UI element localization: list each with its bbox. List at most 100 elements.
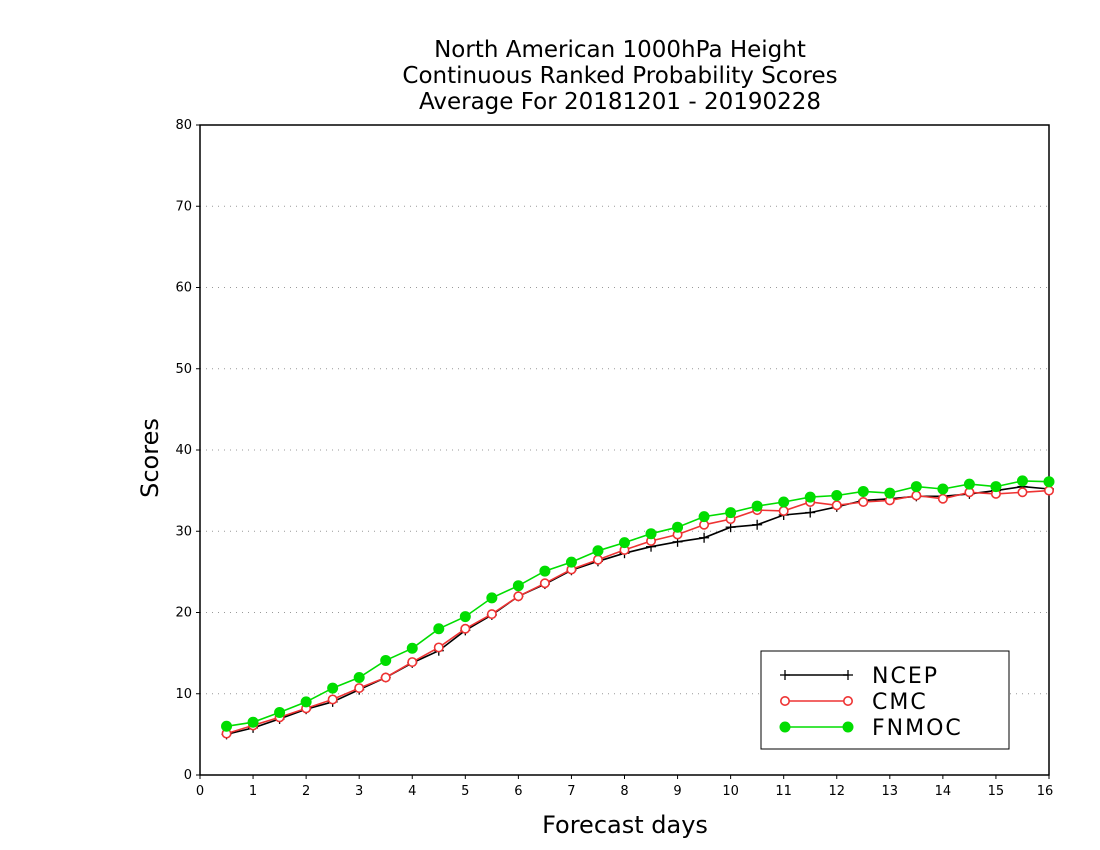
x-tick-label-6: 6 [514, 784, 522, 799]
point-fnmoc-31 [1043, 476, 1055, 488]
point-fnmoc-29 [990, 481, 1002, 493]
point-cmc-4 [327, 694, 338, 705]
legend-entry-fnmoc: FNMOC [779, 716, 963, 741]
x-tick-label-15: 15 [988, 784, 1005, 799]
legend-entry-ncep: NCEP [780, 664, 939, 689]
grid-layer [200, 205, 1049, 695]
point-cmc-12 [539, 578, 550, 589]
legend-label-cmc: CMC [872, 690, 928, 715]
point-fnmoc-17 [672, 521, 684, 533]
x-tick-label-1: 1 [249, 784, 257, 799]
point-fnmoc-13 [565, 556, 577, 568]
x-tick-label-16: 16 [1037, 784, 1054, 799]
chart-title-line-3: Average For 20181201 - 20190228 [418, 89, 822, 115]
point-fnmoc-2 [274, 706, 286, 718]
point-cmc-6 [380, 672, 391, 683]
point-fnmoc-5 [353, 672, 365, 683]
point-cmc-8 [433, 642, 444, 653]
x-axis-label: Forecast days [542, 811, 708, 839]
point-fnmoc-19 [725, 507, 737, 519]
point-fnmoc-27 [937, 483, 949, 495]
legend-marker-end-cmc [842, 695, 853, 706]
legend-label-ncep: NCEP [872, 664, 939, 689]
point-fnmoc-0 [221, 720, 233, 732]
y-axis-label: Scores [136, 418, 164, 498]
point-fnmoc-28 [963, 478, 975, 490]
x-tick-label-4: 4 [408, 784, 416, 799]
point-fnmoc-9 [459, 611, 471, 623]
point-fnmoc-14 [592, 545, 604, 557]
point-cmc-7 [407, 657, 418, 668]
point-fnmoc-10 [486, 592, 498, 604]
y-tick-label-30: 30 [175, 524, 192, 539]
legend-entry-cmc: CMC [779, 690, 928, 715]
point-cmc-10 [486, 609, 497, 620]
point-fnmoc-25 [884, 487, 896, 499]
point-cmc-31 [1044, 485, 1055, 496]
point-cmc-9 [460, 623, 471, 634]
chart-title-line-2: Continuous Ranked Probability Scores [402, 63, 838, 89]
point-fnmoc-22 [804, 491, 816, 503]
point-fnmoc-16 [645, 528, 657, 540]
point-cmc-5 [354, 683, 365, 694]
point-fnmoc-3 [300, 696, 312, 708]
y-tick-label-60: 60 [175, 281, 192, 296]
x-tick-label-12: 12 [828, 784, 845, 799]
x-tick-label-13: 13 [882, 784, 899, 799]
y-tick-label-70: 70 [175, 199, 192, 214]
point-fnmoc-23 [831, 490, 843, 501]
y-tick-label-50: 50 [175, 362, 192, 377]
point-fnmoc-30 [1016, 475, 1028, 487]
point-cmc-23 [831, 500, 842, 511]
point-ncep-22 [805, 507, 816, 518]
point-fnmoc-15 [619, 537, 630, 549]
x-tick-label-3: 3 [355, 784, 363, 799]
point-cmc-24 [858, 496, 869, 507]
point-fnmoc-6 [380, 654, 392, 666]
y-tick-label-10: 10 [175, 687, 192, 702]
legend-marker-start-ncep [780, 670, 790, 680]
point-cmc-26 [911, 490, 922, 501]
point-fnmoc-11 [512, 580, 524, 592]
x-tick-label-14: 14 [935, 784, 952, 799]
x-tick-label-5: 5 [461, 784, 469, 799]
y-tick-label-40: 40 [175, 443, 192, 458]
x-tick-label-2: 2 [302, 784, 310, 799]
point-cmc-11 [513, 591, 524, 602]
point-fnmoc-20 [751, 500, 763, 512]
point-ncep-18 [699, 532, 710, 543]
chart-title-line-1: North American 1000hPa Height [434, 37, 806, 63]
point-fnmoc-8 [433, 623, 445, 635]
x-tick-label-7: 7 [567, 784, 575, 799]
x-tick-label-9: 9 [673, 784, 681, 799]
x-tick-label-11: 11 [775, 784, 792, 799]
y-tick-label-80: 80 [175, 118, 192, 133]
point-fnmoc-21 [778, 496, 790, 508]
point-fnmoc-18 [698, 511, 710, 523]
series-layer [221, 475, 1055, 740]
x-tick-label-8: 8 [620, 784, 628, 799]
point-ncep-20 [752, 519, 763, 530]
legend-box [760, 650, 1010, 750]
point-fnmoc-4 [327, 682, 339, 694]
point-cmc-21 [778, 505, 789, 516]
point-cmc-14 [592, 554, 603, 565]
series-fnmoc [221, 475, 1055, 732]
x-tick-label-10: 10 [722, 784, 739, 799]
point-fnmoc-12 [539, 565, 551, 577]
point-fnmoc-26 [910, 481, 922, 493]
legend-marker-end-fnmoc [842, 721, 854, 733]
point-fnmoc-1 [247, 716, 259, 728]
point-cmc-27 [937, 493, 948, 504]
point-fnmoc-24 [857, 485, 869, 497]
legend-label-fnmoc: FNMOC [872, 716, 963, 741]
legend-marker-end-ncep [843, 670, 853, 680]
x-tick-label-0: 0 [196, 784, 204, 799]
y-tick-label-20: 20 [175, 606, 192, 621]
point-cmc-30 [1017, 487, 1028, 498]
legend-marker-start-cmc [779, 695, 790, 706]
point-fnmoc-7 [406, 642, 418, 654]
